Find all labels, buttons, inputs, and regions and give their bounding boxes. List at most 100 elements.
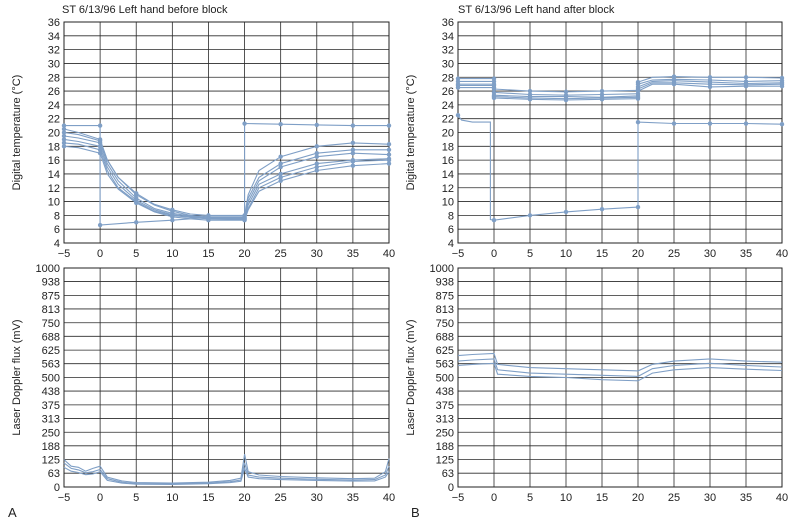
data-point [350, 159, 356, 164]
data-point [350, 140, 356, 146]
x-tick-label: 0 [491, 492, 497, 504]
y-tick-label: 22 [48, 114, 60, 126]
panel-b-letter: B [411, 505, 420, 520]
y-tick-label: 1000 [430, 263, 454, 275]
series-line-5 [63, 142, 390, 221]
series-line-3 [63, 466, 390, 485]
x-tick-label: 5 [133, 492, 139, 504]
y-tick-label: 750 [42, 318, 60, 330]
y-tick-label: 625 [436, 345, 454, 357]
x-tick-label: 30 [704, 248, 716, 260]
x-tick-label: 0 [491, 248, 497, 260]
y-tick-label: 10 [442, 197, 454, 209]
x-tick-label: 40 [383, 248, 395, 260]
y-tick-label: 4 [54, 238, 60, 250]
series-line-2 [457, 358, 783, 377]
data-point [707, 84, 713, 90]
y-tick-label: 0 [54, 482, 60, 494]
y-tick-label: 8 [448, 210, 454, 222]
y-tick-label: 125 [42, 455, 60, 467]
data-point [61, 144, 67, 149]
y-tick-label: 813 [42, 304, 60, 316]
y-tick-label: 10 [48, 197, 60, 209]
y-tick-label: 36 [48, 17, 60, 29]
y-tick-label: 14 [48, 169, 60, 181]
data-point [278, 164, 283, 170]
x-tick-label: 5 [527, 492, 533, 504]
x-tick-label: 20 [238, 492, 250, 504]
data-point [278, 175, 283, 180]
y-tick-label: 625 [42, 345, 60, 357]
data-point [134, 200, 139, 206]
x-tick-label: 15 [202, 248, 214, 260]
data-point [635, 204, 641, 210]
data-point [386, 147, 392, 152]
x-tick-label: 10 [560, 492, 572, 504]
y-tick-label: 813 [436, 304, 454, 316]
data-point [707, 121, 713, 126]
data-point [61, 130, 67, 135]
x-tick-label: 40 [776, 492, 788, 504]
series-line-1 [64, 122, 389, 226]
data-point [527, 97, 533, 102]
data-point [350, 151, 356, 156]
data-point [563, 89, 569, 94]
y-tick-label: 26 [442, 86, 454, 98]
data-point [314, 122, 319, 128]
plot-frame [63, 267, 390, 488]
data-point [563, 97, 569, 103]
data-point [314, 164, 319, 170]
y-tick-label: 0 [448, 482, 454, 494]
x-tick-label: 10 [560, 248, 572, 260]
x-tick-label: 0 [97, 248, 103, 260]
data-point [278, 154, 283, 159]
plot-frame [457, 267, 783, 488]
series-line-2 [63, 462, 390, 485]
x-tick-label: 25 [275, 248, 287, 260]
x-tick-label: 25 [275, 492, 287, 504]
x-tick-label: −5 [452, 248, 465, 260]
panel-a-letter: A [8, 505, 17, 520]
y-tick-label: 63 [442, 468, 454, 480]
data-point [97, 123, 103, 128]
y-axis-label: Digital temperature (°C) [11, 75, 23, 191]
x-tick-label: 10 [166, 492, 178, 504]
data-point [61, 123, 67, 128]
data-point [97, 151, 103, 156]
data-point [61, 140, 67, 146]
data-point [491, 95, 497, 101]
data-point [386, 142, 392, 147]
y-tick-label: 24 [442, 100, 454, 112]
x-tick-label: 5 [527, 248, 533, 260]
y-tick-label: 4 [448, 238, 454, 250]
x-tick-label: 0 [97, 492, 103, 504]
x-tick-label: 30 [704, 492, 716, 504]
data-point [278, 178, 283, 184]
y-tick-label: 20 [48, 128, 60, 140]
y-tick-label: 16 [442, 155, 454, 167]
y-tick-label: 26 [48, 86, 60, 98]
data-point [61, 137, 67, 142]
data-point [170, 218, 175, 223]
y-tick-label: 63 [48, 468, 60, 480]
data-point [743, 75, 749, 80]
data-point [455, 85, 461, 90]
y-tick-label: 375 [436, 400, 454, 412]
data-point [635, 119, 641, 125]
y-tick-label: 18 [48, 141, 60, 153]
y-tick-label: 750 [436, 318, 454, 330]
y-tick-label: 32 [442, 45, 454, 57]
data-point [170, 214, 175, 219]
x-tick-label: 35 [740, 492, 752, 504]
data-point [671, 121, 677, 126]
y-tick-label: 875 [436, 290, 454, 302]
data-point [599, 88, 605, 94]
data-point [563, 209, 569, 215]
data-point [386, 161, 392, 166]
data-point [779, 122, 785, 127]
y-tick-label: 500 [42, 373, 60, 385]
data-point [350, 123, 356, 128]
x-tick-label: −5 [452, 492, 465, 504]
y-tick-label: 16 [48, 155, 60, 167]
